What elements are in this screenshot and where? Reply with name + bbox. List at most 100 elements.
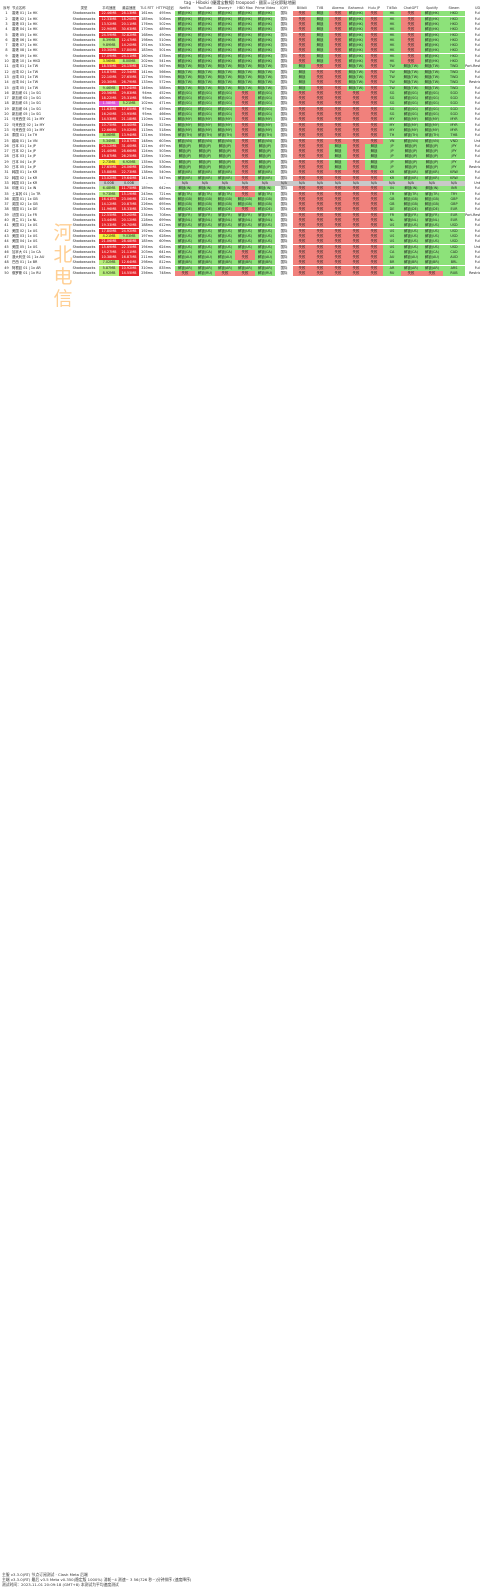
table-cell: JP <box>383 165 401 170</box>
table-cell: HKD <box>443 43 465 49</box>
table-row: 9 香港 09 | 1x HK Shadowsocks 17.09MB 24.11MB 1… <box>2 53 480 59</box>
table-cell: 新加坡 05 | 1x SG <box>12 112 41 116</box>
table-cell: 解锁(HK) <box>235 53 255 59</box>
table-cell: SGD <box>443 101 465 107</box>
table-cell: N/A <box>215 180 235 186</box>
table-cell: 6 <box>5 37 8 42</box>
table-cell: 解锁(TW) <box>347 80 365 86</box>
header-cell: 序号 <box>2 6 11 11</box>
table-cell: 解锁(AR) <box>401 265 421 271</box>
table-cell: 40 <box>4 218 9 222</box>
table-cell: 香港 04 | 1x HK <box>12 27 38 32</box>
table-cell: FullCone <box>474 186 480 191</box>
table-cell: 2 <box>5 16 8 21</box>
table-cell: 解锁(TW) <box>195 80 215 86</box>
table-cell: 解锁(US) <box>401 223 421 229</box>
table-cell: 解锁(GB) <box>421 196 443 202</box>
table-cell: 解锁(HK) <box>235 11 255 17</box>
table-cell: 国际 <box>275 202 293 208</box>
table-cell: HK <box>383 48 401 54</box>
table-cell: 失败 <box>235 90 255 96</box>
table-cell: 1 <box>5 11 8 16</box>
table-cell: 失败 <box>293 117 311 123</box>
table-cell: 256ms <box>141 271 153 275</box>
table-cell: 解锁(HK) <box>215 21 235 27</box>
table-cell: 解锁(TW) <box>421 80 443 86</box>
table-row: 24 泰国 01 | 1x TH Shadowsocks 8.06MB 13.94MB 1… <box>2 133 480 139</box>
table-cell: 11.75MB <box>119 186 139 192</box>
table-cell: 失败 <box>311 202 329 208</box>
table-cell: Shadowsocks <box>72 32 96 37</box>
table-cell: 解锁(TW) <box>215 69 235 75</box>
table-cell: 国际 <box>275 159 293 165</box>
table-cell: 解锁 <box>365 165 383 170</box>
table-cell: 4 <box>5 27 8 32</box>
table-cell: 解锁(US) <box>401 233 421 239</box>
table-cell: 失败 <box>293 271 311 276</box>
table-cell: 解锁(MY) <box>255 127 275 133</box>
table-cell: 解锁(SG) <box>401 101 421 107</box>
table-cell: 699ms <box>159 218 171 222</box>
table-cell: 台湾 03 | 1x TW <box>12 74 39 79</box>
table-cell: 33 <box>4 180 9 185</box>
table-cell: 失败 <box>293 106 311 112</box>
table-row: 27 日本 02 | 1x JP Shadowsocks 21.40MB 28.66MB… <box>2 149 480 155</box>
table-cell: 17.85MB <box>119 106 139 112</box>
table-cell: 失败 <box>365 260 383 266</box>
table-cell: 失败 <box>235 133 255 139</box>
table-cell: 94ms <box>142 90 152 95</box>
table-cell: FullCone <box>474 37 480 42</box>
table-cell: 失败 <box>365 37 383 43</box>
table-cell: HKD <box>443 16 465 22</box>
table-cell: 失败 <box>365 271 383 276</box>
table-cell: 31 <box>4 170 9 175</box>
table-cell: 解锁(MY) <box>195 122 215 128</box>
table-cell: 失败 <box>235 165 255 170</box>
table-cell: 176ms <box>141 21 153 26</box>
table-cell: 解锁(AU) <box>421 255 443 261</box>
table-cell: 14 <box>4 80 9 85</box>
table-cell: 失败 <box>329 170 347 176</box>
table-cell: 解锁(HK) <box>347 21 365 27</box>
table-cell: 失败 <box>347 249 365 255</box>
table-cell: 解锁(NL) <box>215 218 235 223</box>
table-row: 50 俄罗斯 01 | 1x RU Shadowsocks 8.92MB 14.55MB… <box>2 271 480 276</box>
table-cell: 解锁(CA) <box>255 249 275 255</box>
table-row: 49 阿根廷 01 | 1x AR Shadowsocks 5.87MB 10.92MB… <box>2 265 480 271</box>
table-cell: 解锁(TW) <box>175 74 195 80</box>
table-cell: 失败 <box>235 117 255 123</box>
table-cell: 新加坡 01 | 1x SG <box>12 90 41 95</box>
table-cell: 解锁(TW) <box>255 69 275 75</box>
table-cell: 失败 <box>311 170 329 176</box>
table-cell: 国际 <box>275 106 293 112</box>
table-cell: 失败 <box>235 186 255 192</box>
table-cell: HK <box>383 37 401 43</box>
table-cell: SGD <box>443 90 465 96</box>
table-cell: 失败 <box>347 122 365 128</box>
table-cell: 解锁(HK) <box>195 11 215 17</box>
table-cell: USD <box>443 239 465 245</box>
table-cell: 解锁(US) <box>175 239 195 245</box>
table-cell: Shadowsocks <box>72 64 96 69</box>
table-cell: 国际 <box>275 249 293 255</box>
table-cell: 失败 <box>311 106 329 112</box>
table-cell: 解锁(DE) <box>401 207 421 213</box>
table-cell: 失败 <box>329 90 347 96</box>
table-cell: 解锁(SG) <box>421 90 443 96</box>
table-cell: 191ms <box>141 43 153 48</box>
table-cell: 失败 <box>311 96 329 102</box>
table-row: 10 香港 10 | 1x HKD Shadowsocks 3.56MB 8.00MB 2… <box>2 59 480 64</box>
table-cell: 失败 <box>365 122 383 128</box>
table-cell: 失败 <box>329 133 347 139</box>
table-cell: 香港 09 | 1x HK <box>12 53 38 58</box>
table-cell: 解锁(MY) <box>195 117 215 123</box>
table-cell: TWD <box>443 64 465 70</box>
table-cell: 失败 <box>365 191 383 197</box>
table-row: 34 印度 01 | 1x IN Shadowsocks 6.48MB 11.75MB 1… <box>2 186 480 192</box>
table-cell: 解锁(US) <box>255 233 275 239</box>
table-cell: 解锁(SG) <box>401 112 421 117</box>
table-cell: 失败 <box>347 191 365 197</box>
table-cell: 解锁(HK) <box>421 59 443 64</box>
table-cell: 解锁(JP) <box>215 159 235 165</box>
table-cell: 失败 <box>293 260 311 266</box>
